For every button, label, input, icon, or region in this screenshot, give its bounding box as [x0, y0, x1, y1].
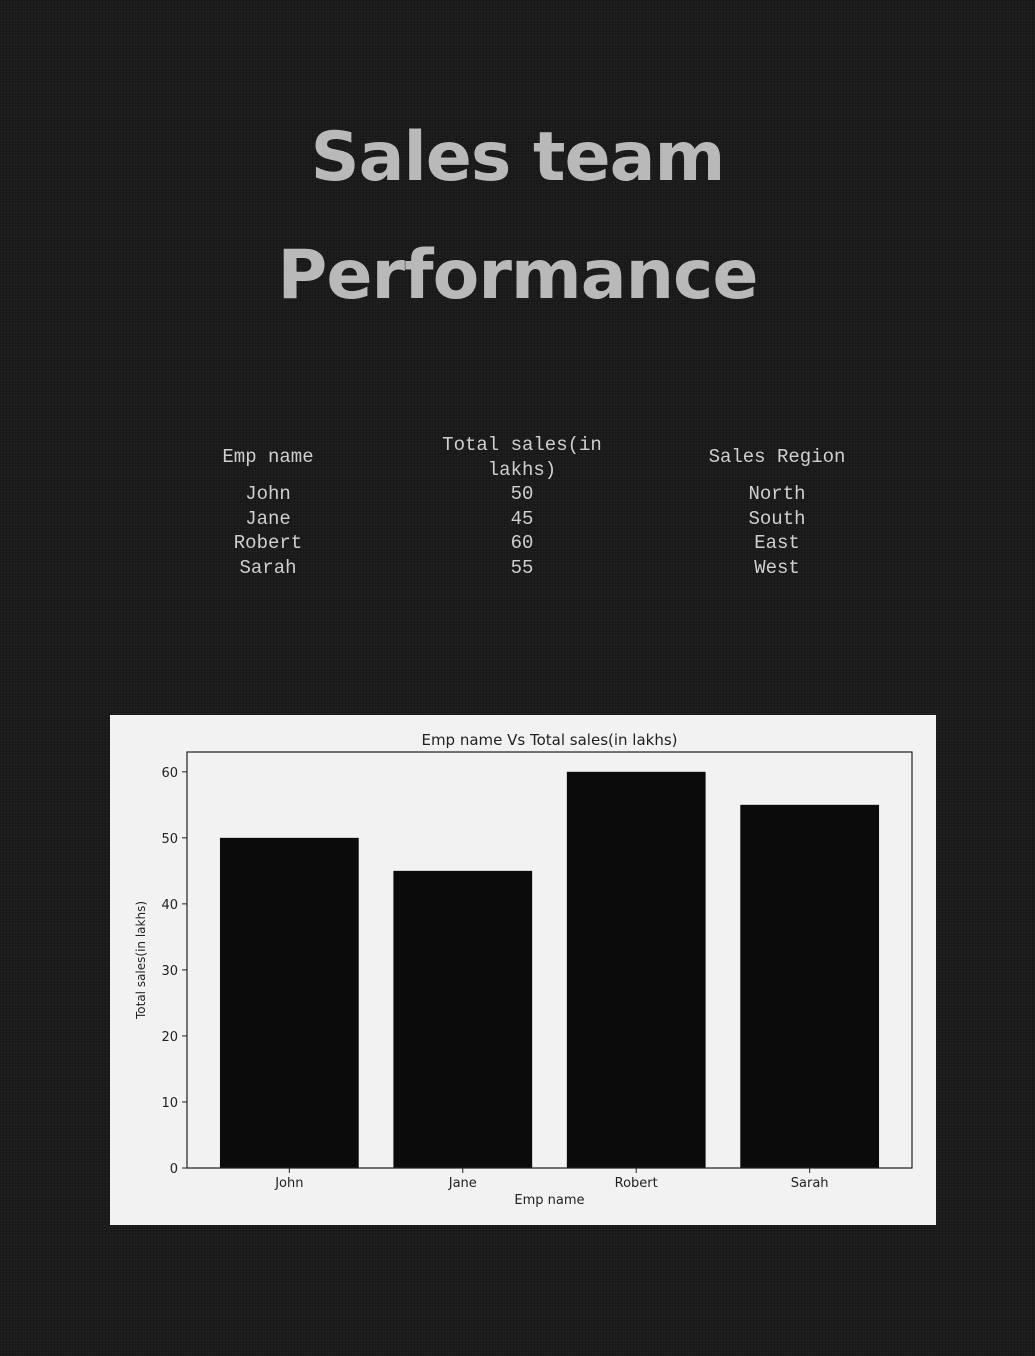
chart-svg: John Jane Robert Sarah 0 10 20 30 40 50 60 Emp name…: [134, 731, 913, 1208]
y-tick-label: 20: [161, 1030, 178, 1045]
table-cell: South: [748, 507, 806, 530]
header-line: Total sales(in: [442, 434, 602, 456]
table-header-sales-region: Sales Region: [708, 446, 846, 468]
header-line: lakhs): [487, 458, 557, 481]
table-cell: 55: [510, 557, 534, 580]
table-cell: East: [754, 532, 800, 555]
y-tick-label: 50: [161, 832, 178, 847]
y-tick-label: 30: [161, 964, 178, 979]
table-header-emp-name: Emp name: [222, 446, 314, 468]
table-cell: 50: [510, 483, 534, 505]
sales-table: Emp name Total sales(in lakhs) Sales Reg…: [0, 0, 1035, 600]
bar-sarah: [740, 804, 880, 1168]
table-cell: Sarah: [239, 557, 297, 580]
x-tick-label: Sarah: [791, 1176, 829, 1191]
table-cell: West: [754, 557, 800, 580]
x-tick-label: Jane: [448, 1176, 477, 1191]
x-axis-label: Emp name: [514, 1193, 584, 1208]
page-title-line2: Performance: [277, 236, 759, 315]
y-axis-label: Total sales(in lakhs): [134, 901, 148, 1020]
table-cell: Jane: [245, 507, 291, 530]
bar-jane: [393, 870, 533, 1168]
x-tick-label: Robert: [615, 1176, 658, 1191]
y-tick-label: 10: [161, 1096, 178, 1111]
table-cell: John: [245, 483, 291, 505]
table-cell: North: [748, 483, 806, 505]
page-title-line1: Sales team: [310, 118, 726, 197]
x-tick-label: John: [274, 1176, 303, 1191]
table-header-total-sales: Total sales(in lakhs): [402, 433, 642, 482]
table-cell: 60: [510, 532, 534, 555]
bar-robert: [566, 771, 706, 1168]
plot-frame: [186, 751, 913, 1169]
bar-chart: John Jane Robert Sarah 0 10 20 30 40 50 60 Emp name…: [110, 715, 936, 1225]
chart-title: Emp name Vs Total sales(in lakhs): [421, 731, 677, 749]
bar-john: [219, 837, 359, 1168]
table-cell: Robert: [233, 532, 303, 555]
y-tick-label: 0: [170, 1162, 178, 1177]
table-cell: 45: [510, 507, 534, 530]
y-tick-label: 40: [161, 898, 178, 913]
y-tick-label: 60: [161, 766, 178, 781]
